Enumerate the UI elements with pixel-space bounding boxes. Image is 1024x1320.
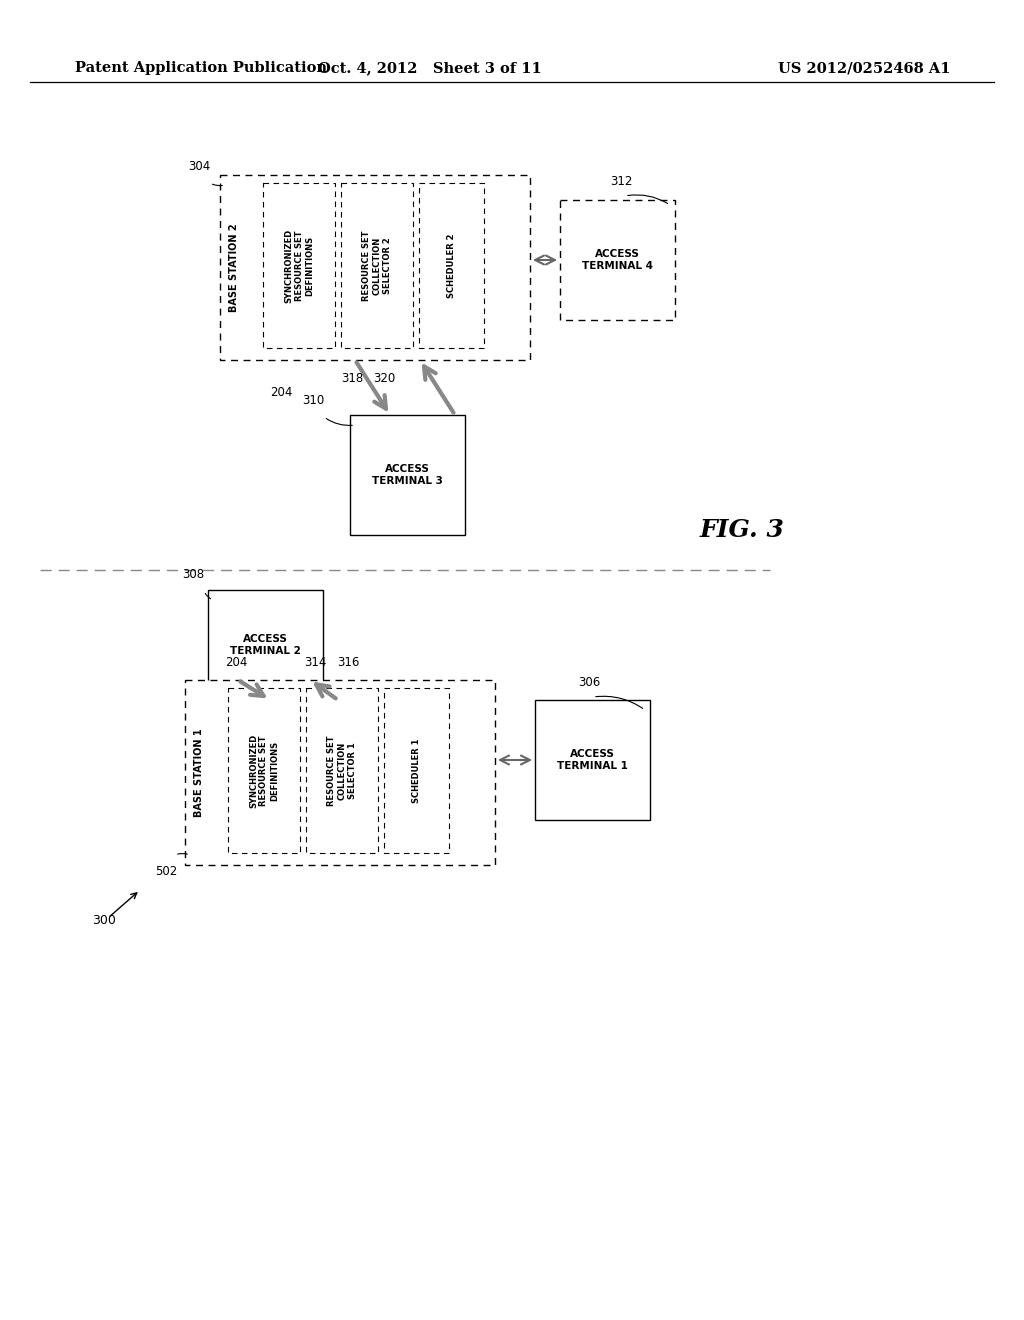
Bar [350,414,465,535]
Bar [220,176,530,360]
Text: 306: 306 [578,676,600,689]
Bar [384,688,449,853]
Text: 312: 312 [610,176,633,187]
Text: 316: 316 [337,656,359,668]
Bar [306,688,378,853]
Text: BASE STATION 2: BASE STATION 2 [229,223,239,312]
Text: 300: 300 [92,913,116,927]
Text: 304: 304 [188,160,210,173]
Text: BASE STATION 1: BASE STATION 1 [194,729,204,817]
Text: SYNCHRONIZED
RESOURCE SET
DEFINITIONS: SYNCHRONIZED RESOURCE SET DEFINITIONS [249,734,279,808]
Bar [185,680,495,865]
Text: SCHEDULER 2: SCHEDULER 2 [447,234,456,298]
Text: 310: 310 [302,393,325,407]
Text: 204: 204 [270,387,293,400]
Bar [208,590,323,700]
Bar [228,688,300,853]
Text: ACCESS
TERMINAL 4: ACCESS TERMINAL 4 [582,249,653,271]
Text: RESOURCE SET
COLLECTION
SELECTOR 2: RESOURCE SET COLLECTION SELECTOR 2 [362,230,392,301]
Text: 308: 308 [182,568,204,581]
Text: US 2012/0252468 A1: US 2012/0252468 A1 [777,61,950,75]
Bar [263,183,335,348]
Text: ACCESS
TERMINAL 3: ACCESS TERMINAL 3 [372,465,443,486]
Bar [560,201,675,319]
Text: 204: 204 [225,656,248,669]
Text: SCHEDULER 1: SCHEDULER 1 [412,738,421,803]
Bar [341,183,413,348]
Text: ACCESS
TERMINAL 1: ACCESS TERMINAL 1 [557,750,628,771]
Text: 318: 318 [341,371,362,384]
Bar [535,700,650,820]
Text: Oct. 4, 2012   Sheet 3 of 11: Oct. 4, 2012 Sheet 3 of 11 [318,61,542,75]
Text: 502: 502 [155,865,177,878]
Text: 320: 320 [373,371,395,384]
Text: SYNCHRONIZED
RESOURCE SET
DEFINITIONS: SYNCHRONIZED RESOURCE SET DEFINITIONS [284,228,314,302]
Text: ACCESS
TERMINAL 2: ACCESS TERMINAL 2 [230,634,301,656]
Text: FIG. 3: FIG. 3 [700,517,784,543]
Text: Patent Application Publication: Patent Application Publication [75,61,327,75]
Text: 314: 314 [304,656,327,668]
Bar [419,183,484,348]
Text: RESOURCE SET
COLLECTION
SELECTOR 1: RESOURCE SET COLLECTION SELECTOR 1 [327,735,357,805]
